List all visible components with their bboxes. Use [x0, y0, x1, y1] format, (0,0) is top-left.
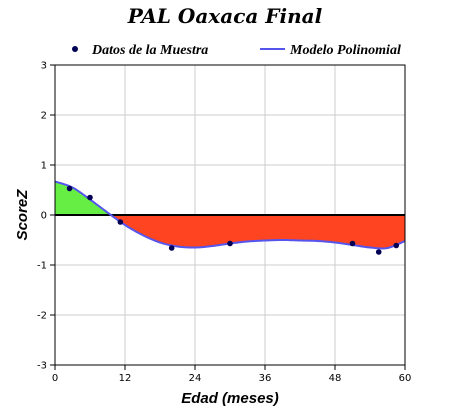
- legend-marker-points: [72, 46, 78, 52]
- x-tick-label: 36: [259, 373, 272, 384]
- data-point: [375, 249, 382, 255]
- x-axis-label: Edad (meses): [181, 390, 279, 407]
- y-axis-label: ScoreZ: [14, 189, 31, 241]
- y-tick-label: 2: [41, 111, 47, 122]
- data-point: [168, 245, 175, 251]
- chart-title: PAL Oaxaca Final: [127, 4, 323, 28]
- legend-label-curve: Modelo Polinomial: [289, 43, 401, 58]
- x-tick-label: 60: [399, 373, 412, 384]
- legend: Datos de la Muestra Modelo Polinomial: [72, 43, 401, 58]
- y-tick-label: 3: [41, 61, 47, 72]
- y-tick-label: -3: [37, 361, 47, 372]
- data-point: [227, 240, 233, 247]
- x-tick-label: 24: [189, 373, 202, 384]
- x-tick-label: 0: [52, 373, 58, 384]
- y-tick-label: -1: [37, 261, 47, 272]
- data-point: [393, 242, 400, 249]
- y-tick-label: -2: [37, 311, 47, 322]
- x-tick-label: 48: [329, 373, 342, 384]
- area-below-zero: [110, 215, 406, 249]
- data-point: [349, 240, 356, 247]
- legend-label-points: Datos de la Muestra: [91, 43, 208, 58]
- data-point: [87, 194, 93, 201]
- y-tick-label: 0: [41, 211, 47, 222]
- data-point: [66, 185, 73, 192]
- data-point: [117, 219, 124, 225]
- x-tick-label: 12: [119, 373, 132, 384]
- y-tick-label: 1: [41, 161, 47, 172]
